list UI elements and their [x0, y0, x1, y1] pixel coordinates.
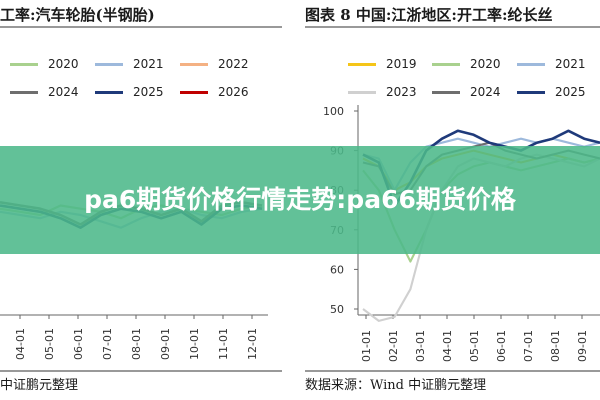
legend-swatch [432, 62, 460, 66]
right-x-tick-label: 06-01 [495, 330, 508, 362]
legend-label: 2019 [386, 57, 417, 71]
legend-label: 2020 [48, 57, 79, 71]
right-x-tick-label: 02-01 [387, 330, 400, 362]
left-x-tick-label: 11-01 [217, 328, 230, 360]
overlay-banner: pa6期货价格行情走势:pa66期货价格 [0, 146, 600, 254]
legend-label: 2025 [555, 85, 586, 99]
legend-label: 2024 [470, 85, 501, 99]
legend-swatch [10, 62, 38, 66]
right-x-tick-label: 09-01 [576, 330, 589, 362]
legend-swatch [95, 90, 123, 94]
left-x-tick-label: 10-01 [188, 328, 201, 360]
left-x-tick-label: 09-01 [159, 328, 172, 360]
legend-label: 2025 [133, 85, 164, 99]
right-x-tick-label: 08-01 [549, 330, 562, 362]
left-chart-title: 工率:汽车轮胎(半钢胎) [0, 6, 155, 24]
legend-item-2023: 2023 [348, 85, 417, 99]
legend-item-2019: 2019 [348, 57, 417, 71]
right-x-tick-label: 03-01 [414, 330, 427, 362]
legend-item-2024: 2024 [10, 85, 79, 99]
left-x-tick-label: 05-01 [43, 328, 56, 360]
legend-item-2026: 2026 [180, 85, 249, 99]
legend-swatch [517, 62, 545, 66]
left-x-tick-label: 12-01 [246, 328, 259, 360]
legend-item-2021: 2021 [517, 57, 586, 71]
banner-text: pa6期货价格行情走势:pa66期货价格 [84, 185, 516, 214]
legend-swatch [348, 62, 376, 66]
right-x-tick-label: 01-01 [360, 330, 373, 362]
left-source-note: 中证鹏元整理 [0, 378, 79, 393]
legend-label: 2022 [218, 57, 249, 71]
legend-swatch [180, 90, 208, 94]
legend-swatch [180, 62, 208, 66]
legend-label: 2021 [555, 57, 586, 71]
legend-swatch [432, 90, 460, 94]
right-x-tick-label: 05-01 [468, 330, 481, 362]
left-x-tick-label: 08-01 [130, 328, 143, 360]
right-chart-title: 图表 8 中国:江浙地区:开工率:纶长丝 [305, 6, 553, 24]
legend-item-2024: 2024 [432, 85, 501, 99]
right-x-tick-label: 04-01 [441, 330, 454, 362]
legend-item-2020: 2020 [10, 57, 79, 71]
legend-swatch [95, 62, 123, 66]
right-y-tick-label: 60 [330, 263, 344, 276]
right-y-tick-label: 100 [323, 105, 344, 118]
legend-item-2025: 2025 [517, 85, 586, 99]
legend-swatch [10, 90, 38, 94]
legend-item-2020: 2020 [432, 57, 501, 71]
left-x-tick-label: 07-01 [101, 328, 114, 360]
legend-label: 2024 [48, 85, 79, 99]
right-source-note: 数据来源：Wind 中证鹏元整理 [305, 378, 487, 393]
legend-label: 2026 [218, 85, 249, 99]
legend-swatch [348, 90, 376, 94]
legend-swatch [517, 90, 545, 94]
legend-item-2025: 2025 [95, 85, 164, 99]
legend-label: 2020 [470, 57, 501, 71]
left-x-tick-label: 04-01 [14, 328, 27, 360]
legend-label: 2023 [386, 85, 417, 99]
legend-item-2022: 2022 [180, 57, 249, 71]
right-y-tick-label: 50 [330, 303, 344, 316]
right-x-tick-label: 07-01 [522, 330, 535, 362]
left-x-tick-label: 06-01 [72, 328, 85, 360]
legend-label: 2021 [133, 57, 164, 71]
legend-item-2021: 2021 [95, 57, 164, 71]
